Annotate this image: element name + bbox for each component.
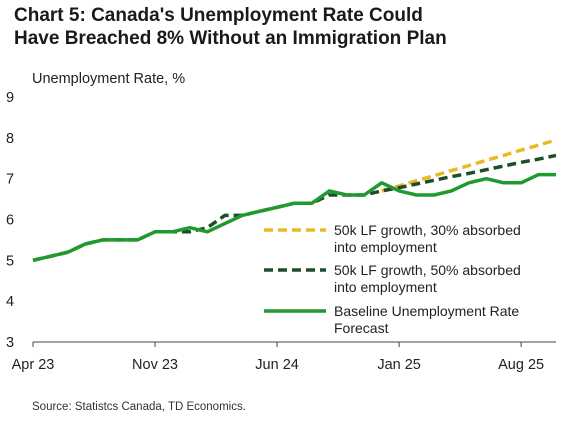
legend-label-3: Baseline Unemployment Rate xyxy=(334,303,519,319)
y-tick-label: 9 xyxy=(6,90,14,106)
y-tick-label: 6 xyxy=(6,213,14,229)
legend-label-2: into employment xyxy=(334,279,437,295)
y-tick-label: 7 xyxy=(6,172,14,188)
x-tick-label: Nov 23 xyxy=(132,357,178,373)
series-line-3 xyxy=(32,172,556,263)
y-tick-label: 3 xyxy=(6,335,14,351)
series-line-1 xyxy=(381,138,557,193)
legend-label-1: into employment xyxy=(334,239,437,255)
series-line-2 xyxy=(32,153,557,263)
legend-label-1: 50k LF growth, 30% absorbed xyxy=(334,222,521,238)
x-tick-label: Apr 23 xyxy=(12,357,55,373)
chart-title-line-1: Chart 5: Canada's Unemployment Rate Coul… xyxy=(14,5,423,26)
chart-title: Chart 5: Canada's Unemployment Rate Coul… xyxy=(14,4,574,50)
y-tick-label: 8 xyxy=(6,131,14,147)
chart-series xyxy=(32,138,557,263)
chart-title-line-2: Have Breached 8% Without an Immigration … xyxy=(14,28,447,49)
x-tick-label: Aug 25 xyxy=(498,357,544,373)
x-tick-label: Jun 24 xyxy=(255,357,299,373)
y-tick-label: 4 xyxy=(6,294,14,310)
source-note: Source: Statistcs Canada, TD Economics. xyxy=(32,401,246,413)
legend-label-2: 50k LF growth, 50% absorbed xyxy=(334,262,521,278)
legend-label-3: Forecast xyxy=(334,320,389,336)
x-tick-label: Jan 25 xyxy=(377,357,421,373)
chart-axes: 3 4 5 6 7 8 9 Apr 23 Nov 23 Jun 24 Jan 25 Aug 25 xyxy=(6,90,556,373)
y-axis-label: Unemployment Rate, % xyxy=(32,71,186,87)
y-tick-label: 5 xyxy=(6,253,14,269)
